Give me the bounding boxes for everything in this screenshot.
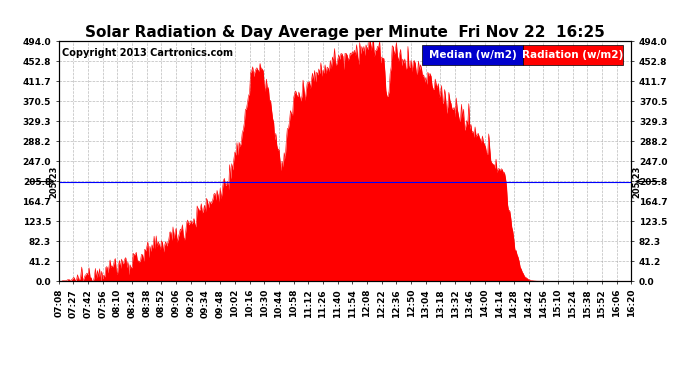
Text: 205.23: 205.23 [49,165,58,198]
Text: Radiation (w/m2): Radiation (w/m2) [522,50,623,60]
FancyBboxPatch shape [522,45,623,65]
Text: 205.23: 205.23 [632,165,641,198]
Text: Copyright 2013 Cartronics.com: Copyright 2013 Cartronics.com [61,48,233,58]
Title: Solar Radiation & Day Average per Minute  Fri Nov 22  16:25: Solar Radiation & Day Average per Minute… [85,25,605,40]
Text: Median (w/m2): Median (w/m2) [428,50,516,60]
FancyBboxPatch shape [422,45,522,65]
